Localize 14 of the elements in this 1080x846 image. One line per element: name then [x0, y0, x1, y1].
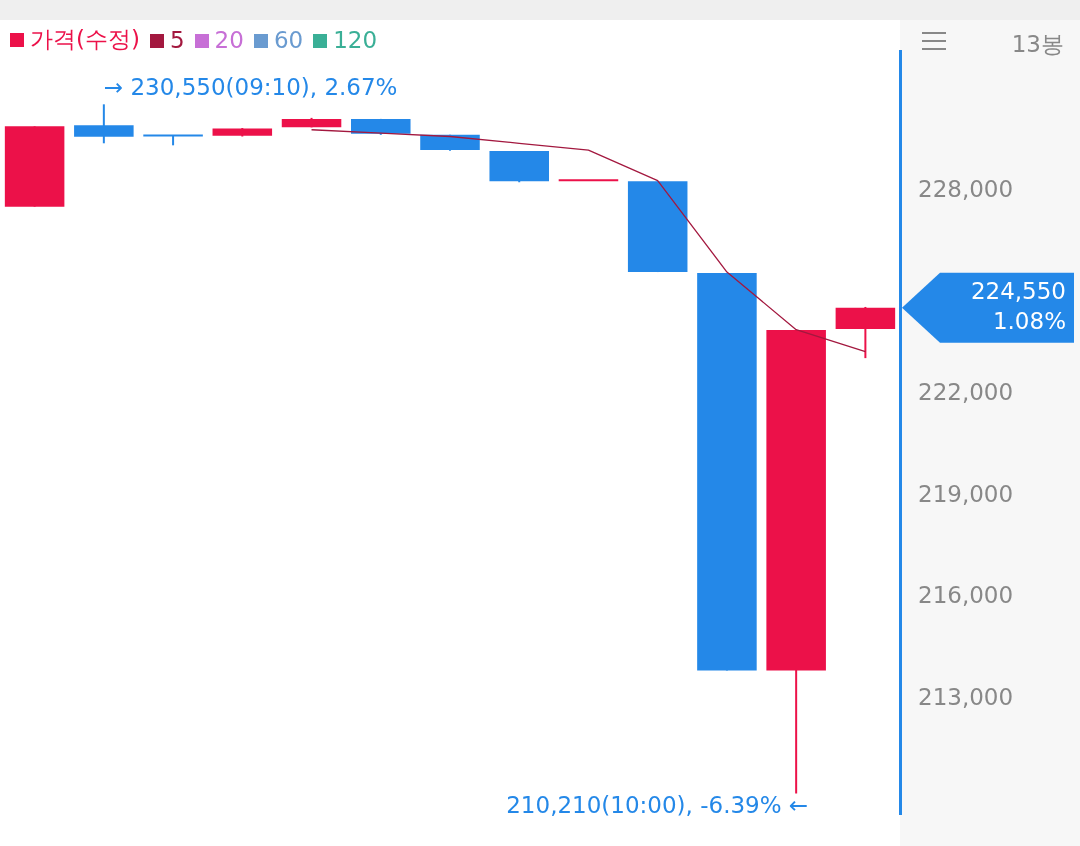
legend-label: 60 — [273, 26, 304, 53]
y-tick-label: 222,000 — [918, 379, 1014, 405]
y-tick-label: 228,000 — [918, 175, 1014, 202]
annotation: → 230,550(09:10), 2.67% — [103, 73, 398, 100]
y-tick-label: 216,000 — [918, 582, 1014, 609]
y-tick-label: 219,000 — [918, 480, 1014, 507]
legend-label: 5 — [169, 26, 185, 53]
legend-label: 가격(수정) — [30, 26, 140, 52]
text: 13봉 — [1011, 30, 1064, 57]
legend-label: 120 — [333, 26, 378, 53]
legend-label: 20 — [214, 26, 244, 53]
annotation: 210,210(10:00), -6.39% ← — [506, 792, 809, 819]
text: 224,550 1.08% — [970, 277, 1066, 334]
y-tick-label: 213,000 — [918, 683, 1014, 710]
